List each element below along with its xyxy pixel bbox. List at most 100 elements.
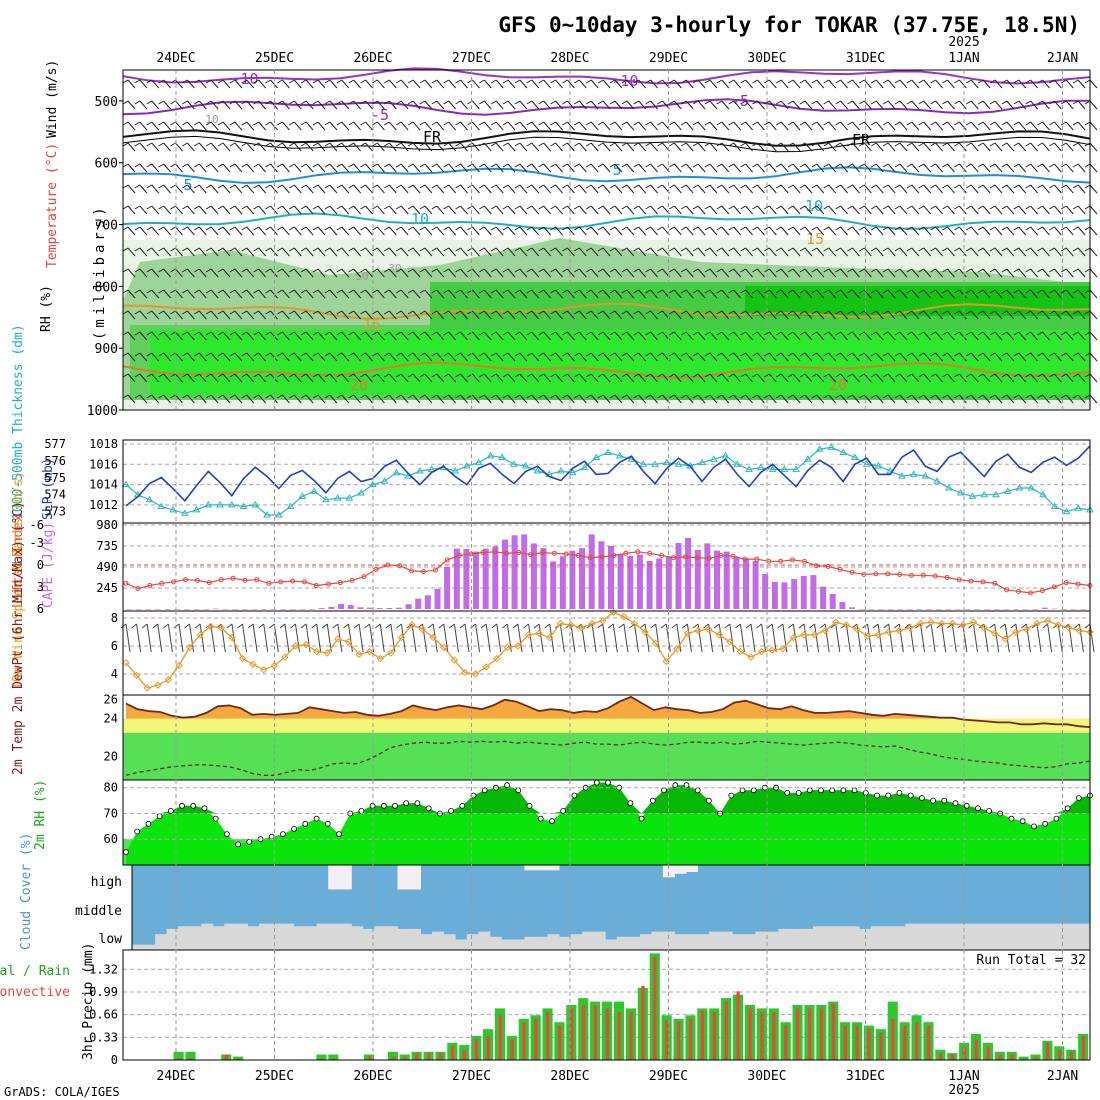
wind-barb xyxy=(502,163,509,168)
wind-barb xyxy=(1030,373,1038,383)
wind-barb xyxy=(709,205,718,215)
wind-barb xyxy=(324,226,331,231)
rh-point xyxy=(145,820,152,827)
wind-barb xyxy=(633,310,639,315)
precip-convective-bar xyxy=(331,1058,336,1060)
wind-barb xyxy=(495,394,504,404)
wind-barb xyxy=(407,394,414,399)
wind-barb xyxy=(1072,79,1079,84)
li-point xyxy=(373,566,379,572)
thickness-point xyxy=(933,477,942,484)
cape-bar xyxy=(415,598,422,609)
wind-barb xyxy=(614,289,623,299)
cape-tick-label: 245 xyxy=(96,581,118,595)
wind-barb xyxy=(300,205,307,210)
cloud-low-bar xyxy=(212,926,225,950)
wind-barb xyxy=(374,623,381,629)
wind-barb xyxy=(739,623,745,653)
wind-barb xyxy=(752,142,758,147)
wind-barb xyxy=(1060,163,1067,168)
wind-barb xyxy=(550,352,556,357)
wind-barb xyxy=(407,310,414,315)
cape-bar xyxy=(743,558,749,609)
wind-barb xyxy=(982,373,991,383)
wind-barb xyxy=(400,331,409,341)
rh-point xyxy=(919,795,925,801)
wind-barb xyxy=(385,623,392,629)
wind-barb xyxy=(372,142,378,147)
wind-barb xyxy=(597,623,604,629)
wind-barb xyxy=(745,352,753,362)
wind-barb xyxy=(431,163,438,168)
wind-barb xyxy=(329,289,338,299)
wind-barb xyxy=(835,226,841,231)
wind-speed-point xyxy=(662,657,670,666)
thickness-point xyxy=(263,511,271,518)
wind-barb xyxy=(567,310,575,320)
wind-barb xyxy=(633,79,639,84)
wind-barb xyxy=(614,310,623,320)
wind-barb xyxy=(1042,352,1050,362)
wind-barb xyxy=(894,163,901,168)
rh-point xyxy=(638,815,645,822)
wind-barb xyxy=(792,121,801,131)
wind-barb xyxy=(709,289,718,299)
wind-speed-point xyxy=(736,647,745,656)
wind-barb xyxy=(780,352,789,362)
wind-barb xyxy=(875,79,884,89)
wind-barb xyxy=(490,268,497,273)
wind-barb xyxy=(669,163,675,168)
cloud-low-bar xyxy=(374,926,387,950)
wind-barb xyxy=(935,142,943,152)
wind-barb xyxy=(994,394,1003,404)
wind-barb xyxy=(923,184,932,194)
wind-barb xyxy=(982,247,991,257)
wind-barb xyxy=(222,373,231,383)
wind-barb xyxy=(531,226,540,236)
wind-barb xyxy=(324,247,331,252)
wind-barb xyxy=(847,163,853,168)
wind-barb xyxy=(811,373,818,378)
wind-barb xyxy=(740,226,746,231)
cloud-low-bar xyxy=(628,936,641,950)
wind-barb xyxy=(835,163,841,168)
cloud-low-bar xyxy=(1032,923,1045,950)
wind-speed-point xyxy=(1054,621,1062,629)
wind-barb xyxy=(792,100,801,110)
wind-barb xyxy=(293,352,302,362)
wind-barb xyxy=(1065,184,1074,194)
wind-barb xyxy=(1025,331,1031,336)
wind-barb xyxy=(1060,373,1067,378)
cape-bar xyxy=(164,609,171,610)
wind-barb xyxy=(134,331,141,336)
wind-barb xyxy=(918,394,924,399)
wind-barb xyxy=(277,373,283,378)
cape-bar xyxy=(1022,609,1029,610)
wind-barb xyxy=(210,163,219,173)
wind-barb xyxy=(1018,247,1027,257)
wind-barb xyxy=(543,394,552,404)
cape-bar xyxy=(598,541,605,609)
wind-barb xyxy=(721,394,730,404)
wind-barb xyxy=(1049,205,1055,210)
wind-barb xyxy=(436,247,445,257)
wind-barb xyxy=(942,79,948,84)
wind-barb xyxy=(282,289,290,299)
wind-barb xyxy=(989,289,996,294)
wind-barb xyxy=(709,268,718,278)
wind-barb xyxy=(400,205,409,215)
wind-barb xyxy=(958,121,967,131)
wind-barb xyxy=(899,394,908,404)
wind-barb xyxy=(170,205,176,210)
wind-barb xyxy=(704,163,711,168)
wind-barb xyxy=(1065,373,1074,383)
li-point xyxy=(254,577,260,583)
wind-barb xyxy=(840,79,848,89)
wind-speed-point xyxy=(196,631,204,639)
wind-barb xyxy=(1030,100,1038,110)
wind-barb xyxy=(198,205,207,215)
wind-barb xyxy=(222,121,231,131)
wind-speed-point xyxy=(895,626,904,635)
wind-barb xyxy=(994,205,1003,215)
wind-barb xyxy=(229,268,236,273)
